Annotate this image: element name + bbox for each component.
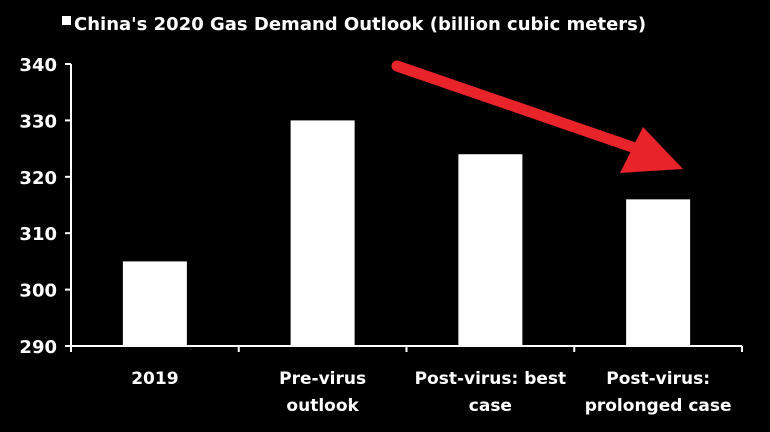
x-category-label: prolonged case	[585, 396, 732, 416]
y-tick-label: 310	[19, 224, 57, 245]
y-tick-label: 320	[19, 168, 57, 189]
bar	[122, 261, 187, 346]
x-category-label: outlook	[286, 396, 359, 416]
trend-arrow-head	[620, 127, 683, 173]
x-category-label: Post-virus: best	[415, 369, 567, 389]
y-tick-label: 340	[19, 55, 57, 76]
legend-label: China's 2020 Gas Demand Outlook (billion…	[74, 14, 646, 35]
x-category-label: Pre-virus	[279, 369, 366, 389]
trend-arrow-shaft	[391, 60, 644, 155]
x-axis: 2019 Pre-virus outlook Post-virus: best case…	[70, 345, 743, 416]
y-tick-label: 290	[19, 337, 57, 358]
y-axis: 290 300 310 320 330 340	[19, 55, 72, 358]
x-category-label: 2019	[131, 369, 178, 389]
legend-swatch	[62, 16, 71, 25]
legend: China's 2020 Gas Demand Outlook (billion…	[62, 14, 646, 35]
bar	[290, 120, 355, 347]
x-category-label: case	[469, 396, 512, 416]
y-tick-label: 300	[19, 281, 57, 302]
bar	[458, 154, 523, 346]
bar	[626, 199, 691, 346]
y-tick-label: 330	[19, 111, 57, 132]
bars	[122, 120, 691, 347]
x-category-label: Post-virus:	[606, 369, 710, 389]
trend-arrow	[391, 60, 683, 173]
